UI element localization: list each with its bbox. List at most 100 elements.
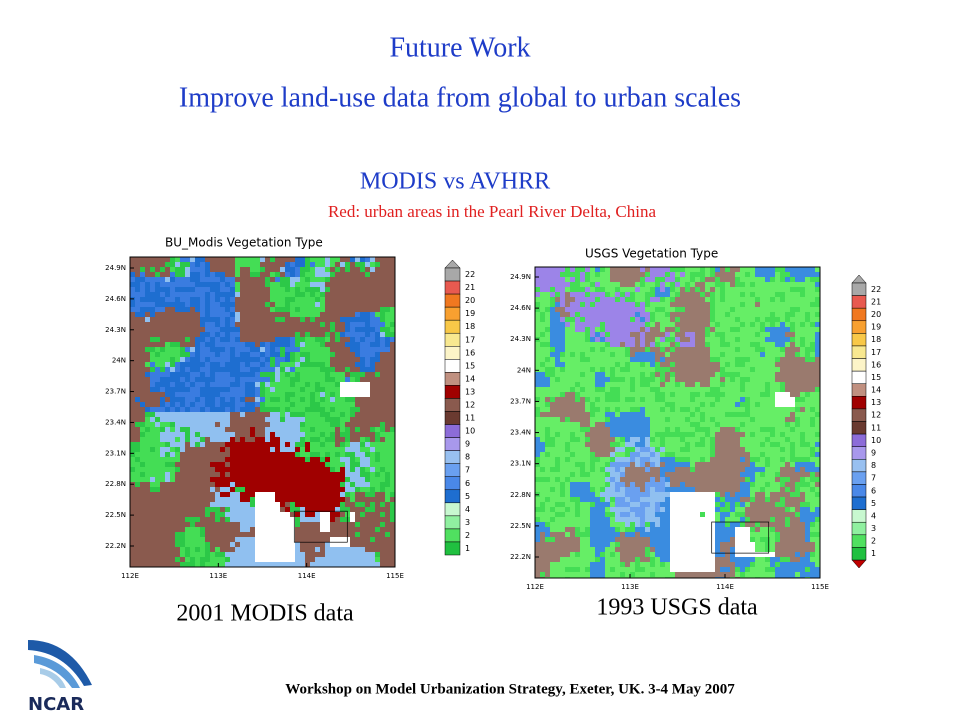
map-cell bbox=[195, 267, 200, 272]
map-cell bbox=[150, 442, 155, 447]
map-cell bbox=[195, 522, 200, 527]
map-cell bbox=[300, 527, 305, 532]
map-cell bbox=[220, 317, 225, 322]
map-cell bbox=[760, 382, 765, 387]
map-cell bbox=[295, 562, 300, 567]
colorbar-box bbox=[444, 359, 461, 373]
map-cell bbox=[370, 332, 375, 337]
map-cell bbox=[200, 352, 205, 357]
map-cell bbox=[260, 492, 265, 497]
map-cell bbox=[780, 367, 785, 372]
map-cell bbox=[745, 392, 750, 397]
map-cell bbox=[750, 357, 755, 362]
map-cell bbox=[285, 537, 290, 542]
map-cell bbox=[355, 322, 360, 327]
map-cell bbox=[325, 507, 330, 512]
map-cell bbox=[150, 317, 155, 322]
map-cell bbox=[180, 522, 185, 527]
map-cell bbox=[175, 472, 180, 477]
map-cell bbox=[220, 517, 225, 522]
map-cell bbox=[170, 437, 175, 442]
map-cell bbox=[315, 487, 320, 492]
map-cell bbox=[345, 502, 350, 507]
map-cell bbox=[390, 292, 395, 297]
map-cell bbox=[305, 312, 310, 317]
map-cell bbox=[200, 502, 205, 507]
map-cell bbox=[135, 512, 140, 517]
map-cell bbox=[340, 537, 345, 542]
map-cell bbox=[325, 462, 330, 467]
map-cell bbox=[220, 397, 225, 402]
map-cell bbox=[220, 557, 225, 562]
map-cell bbox=[725, 327, 730, 332]
map-cell bbox=[350, 377, 355, 382]
map-cell bbox=[560, 302, 565, 307]
map-cell bbox=[710, 267, 715, 272]
map-cell bbox=[225, 477, 230, 482]
map-cell bbox=[710, 392, 715, 397]
map-cell bbox=[350, 452, 355, 457]
map-cell bbox=[325, 542, 330, 547]
map-cell bbox=[725, 397, 730, 402]
map-cell bbox=[310, 362, 315, 367]
map-cell bbox=[325, 512, 330, 517]
colorbar-label: 15 bbox=[465, 361, 475, 370]
map-cell bbox=[335, 422, 340, 427]
map-cell bbox=[370, 317, 375, 322]
map-cell bbox=[655, 292, 660, 297]
map-cell bbox=[155, 382, 160, 387]
map-cell bbox=[130, 287, 135, 292]
map-cell bbox=[275, 367, 280, 372]
map-cell bbox=[640, 267, 645, 272]
map-cell bbox=[150, 257, 155, 262]
map-cell bbox=[225, 332, 230, 337]
map-cell bbox=[325, 552, 330, 557]
map-cell bbox=[640, 272, 645, 277]
map-cell bbox=[730, 302, 735, 307]
map-cell bbox=[255, 527, 260, 532]
map-cell bbox=[775, 357, 780, 362]
map-cell bbox=[725, 367, 730, 372]
map-cell bbox=[230, 302, 235, 307]
map-cell bbox=[620, 312, 625, 317]
map-cell bbox=[635, 317, 640, 322]
map-cell bbox=[350, 337, 355, 342]
map-cell bbox=[240, 532, 245, 537]
map-cell bbox=[155, 492, 160, 497]
map-cell bbox=[385, 277, 390, 282]
map-cell bbox=[190, 417, 195, 422]
map-cell bbox=[275, 357, 280, 362]
map-cell bbox=[355, 502, 360, 507]
map-cell bbox=[740, 357, 745, 362]
map-cell bbox=[670, 367, 675, 372]
map-cell bbox=[305, 307, 310, 312]
map-cell bbox=[705, 357, 710, 362]
map-cell bbox=[270, 272, 275, 277]
map-cell bbox=[265, 502, 270, 507]
map-cell bbox=[655, 332, 660, 337]
map-cell bbox=[210, 527, 215, 532]
map-cell bbox=[370, 467, 375, 472]
map-cell bbox=[735, 292, 740, 297]
map-cell bbox=[330, 337, 335, 342]
map-cell bbox=[725, 312, 730, 317]
map-cell bbox=[255, 562, 260, 567]
map-cell bbox=[245, 367, 250, 372]
map-cell bbox=[240, 402, 245, 407]
map-cell bbox=[140, 532, 145, 537]
map-cell bbox=[610, 287, 615, 292]
map-cell bbox=[695, 322, 700, 327]
map-cell bbox=[240, 447, 245, 452]
map-cell bbox=[720, 297, 725, 302]
map-cell bbox=[190, 467, 195, 472]
map-cell bbox=[365, 487, 370, 492]
map-cell bbox=[210, 307, 215, 312]
map-cell bbox=[585, 327, 590, 332]
map-cell bbox=[190, 257, 195, 262]
map-cell bbox=[285, 562, 290, 567]
map-cell bbox=[325, 472, 330, 477]
map-cell bbox=[230, 437, 235, 442]
map-cell bbox=[245, 557, 250, 562]
map-cell bbox=[215, 397, 220, 402]
map-cell bbox=[810, 332, 815, 337]
